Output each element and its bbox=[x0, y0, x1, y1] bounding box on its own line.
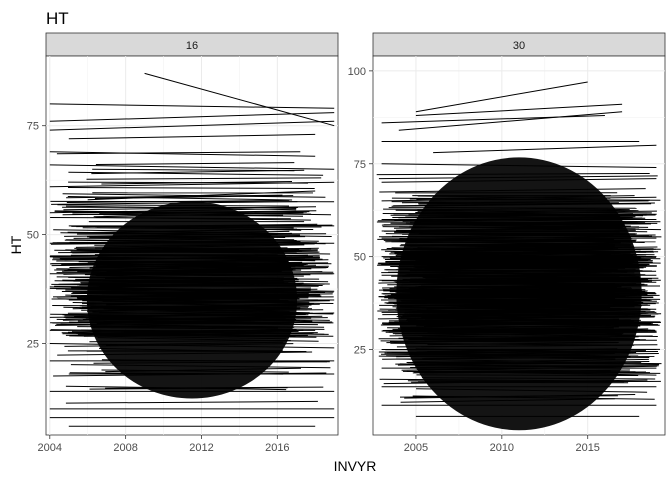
dense-lines-16 bbox=[49, 151, 335, 404]
trajectory-line bbox=[65, 400, 318, 404]
y-tick-label: 75 bbox=[27, 121, 39, 133]
y-tick-label: 100 bbox=[348, 66, 366, 78]
series-line bbox=[398, 111, 623, 131]
y-tick-label: 25 bbox=[354, 345, 366, 357]
x-tick-label: 2016 bbox=[265, 442, 289, 454]
series-line bbox=[381, 178, 657, 183]
series-line bbox=[49, 312, 335, 318]
series-lines-16 bbox=[49, 72, 335, 427]
series-line bbox=[144, 72, 335, 127]
series-line bbox=[49, 181, 335, 188]
chart-title: HT bbox=[46, 9, 69, 28]
trajectory-line bbox=[92, 168, 295, 172]
x-tick-label: 2008 bbox=[113, 442, 137, 454]
x-tick-label: 2012 bbox=[189, 442, 213, 454]
y-tick-label: 25 bbox=[27, 339, 39, 351]
y-tick-label: 75 bbox=[354, 159, 366, 171]
x-axis-title: INVYR bbox=[334, 458, 377, 474]
series-line bbox=[87, 190, 316, 201]
x-tick-label: 2005 bbox=[404, 442, 428, 454]
series-line bbox=[415, 81, 588, 113]
series-line bbox=[49, 120, 335, 131]
series-line bbox=[49, 164, 335, 170]
x-tick-label: 2010 bbox=[490, 442, 514, 454]
trajectory-line bbox=[86, 177, 322, 180]
series-line bbox=[433, 144, 657, 154]
series-line bbox=[49, 255, 316, 262]
x-tick-label: 2015 bbox=[575, 442, 599, 454]
series-line bbox=[381, 196, 657, 202]
trajectory-line bbox=[68, 171, 324, 176]
x-ticks-16: 2004 2008 2012 2016 bbox=[38, 435, 290, 454]
series-line bbox=[49, 103, 335, 109]
trajectory-line bbox=[67, 187, 315, 189]
trajectory-line bbox=[56, 151, 301, 155]
panel-16: 16 2004 2008 2012 2016 25 50 75 bbox=[27, 32, 339, 454]
series-line bbox=[49, 343, 335, 349]
series-line bbox=[68, 133, 316, 140]
strip-label-30: 30 bbox=[513, 40, 525, 52]
series-line bbox=[49, 112, 335, 122]
x-ticks-30: 2005 2010 2015 bbox=[404, 435, 600, 454]
x-tick-label: 2004 bbox=[38, 442, 62, 454]
trajectory-line bbox=[95, 162, 295, 165]
series-line bbox=[49, 208, 297, 214]
trajectory-line bbox=[66, 199, 290, 203]
series-lines-30 bbox=[381, 81, 657, 417]
series-line bbox=[49, 286, 335, 292]
y-axis-title: HT bbox=[8, 235, 24, 254]
panel-30: 30 2005 2010 2015 25 50 75 100 bbox=[348, 32, 666, 454]
y-tick-label: 50 bbox=[354, 252, 366, 264]
series-line bbox=[415, 103, 623, 116]
series-line bbox=[49, 151, 316, 157]
y-tick-label: 50 bbox=[27, 230, 39, 242]
y-ticks-30: 25 50 75 100 bbox=[348, 66, 373, 357]
y-ticks-16: 25 50 75 bbox=[27, 121, 46, 351]
strip-label-16: 16 bbox=[186, 40, 198, 52]
series-line bbox=[381, 163, 657, 168]
